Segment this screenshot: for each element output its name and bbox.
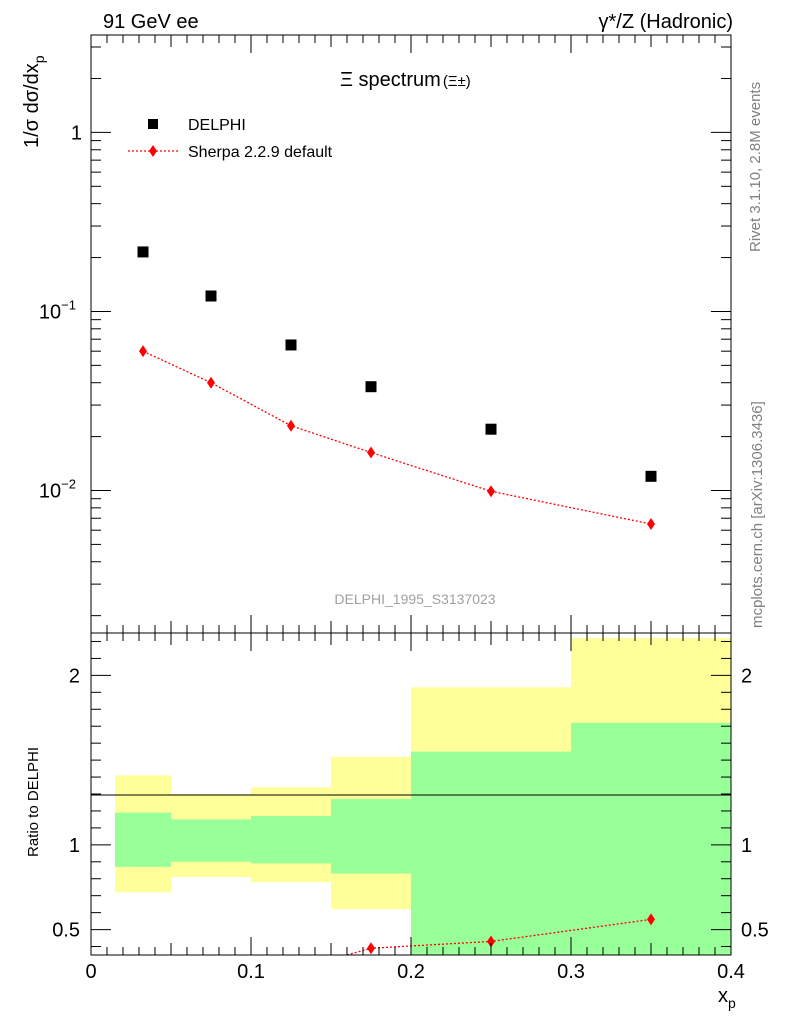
chart-title-main: Ξ spectrum [340,69,441,91]
ratio-x-tick-labels: 0 0.1 0.2 0.3 0.4 [85,961,744,983]
x-label-subscript: p [728,995,736,1011]
sherpa-data-point [139,345,147,358]
mcplots-source-label: mcplots.cern.ch [arXiv:1306.3436] [749,401,766,628]
ratio-inner-band [411,751,571,955]
ratio-inner-band [331,799,411,874]
delphi-data-point [285,339,297,351]
main-y-tick-labels: 110−110−2 [39,122,82,502]
header-right-label: γ*/Z (Hadronic) [599,11,733,33]
x-tick-label: 0.1 [237,961,265,983]
ratio-sherpa-point [647,913,655,926]
analysis-watermark: DELPHI_1995_S3137023 [334,591,495,607]
sherpa-line [142,350,652,525]
main-axis-ticks [90,35,732,633]
ratio-y-axis-label: Ratio to DELPHI [25,747,42,857]
x-tick-label: 0.3 [557,961,585,983]
x-tick-label: 0.4 [717,961,745,983]
legend-delphi-marker [148,119,158,129]
legend-sherpa-marker [149,145,157,157]
ratio-axis-ticks [90,633,732,955]
main-y-axis-label: 1/σ dσ/dxp [21,55,47,148]
legend: DELPHI Sherpa 2.2.9 default [128,117,333,161]
sherpa-data-point [487,485,495,498]
main-series-layer [137,246,657,530]
delphi-data-point [137,246,149,258]
x-label-text: x [718,985,728,1007]
ratio-sherpa-point [487,935,495,948]
ratio-sherpa-line [346,918,652,956]
ratio-inner-band [171,819,251,862]
chart-title: Ξ spectrum (Ξ±) [340,69,471,91]
main-y-tick-exponent: −2 [61,477,76,492]
header-left-label: 91 GeV ee [103,11,199,33]
x-axis-label: xp [718,985,736,1011]
main-panel: 110−110−2 1/σ dσ/dxp Ξ spectrum (Ξ±) DELP… [21,34,732,634]
legend-sherpa-label: Sherpa 2.2.9 default [188,144,333,161]
main-y-tick-exponent: −1 [61,297,76,312]
ratio-inner-band [115,812,171,867]
main-y-tick-label: 10−2 [39,477,76,503]
ratio-y-tick-label-right: 2 [741,665,752,687]
ratio-y-tick-label-right: 0.5 [741,920,769,942]
delphi-data-point [365,381,377,393]
main-y-tick-base: 10 [39,301,61,323]
sherpa-data-point [287,419,295,432]
ratio-inner-band [251,816,331,864]
x-tick-label: 0 [85,961,96,983]
chart-title-suffix: (Ξ±) [443,73,471,90]
delphi-data-point [205,290,217,302]
ratio-sherpa-point [367,942,375,955]
sherpa-data-point [207,376,215,389]
main-y-tick-label: 10−1 [39,297,76,323]
main-panel-frame [90,34,732,634]
ratio-series-layer [346,913,655,956]
rivet-version-label: Rivet 3.1.10, 2.8M events [747,82,764,252]
delphi-data-point [485,423,497,435]
ratio-panel: 0.5 0.5 1 1 2 2 0 0.1 0.2 0.3 0.4 Ratio to DELPHI… [25,632,769,1011]
ratio-y-tick-label-right: 1 [741,835,752,857]
main-y-tick-label: 1 [71,122,82,144]
sherpa-data-point [647,517,655,530]
delphi-data-point [645,470,657,482]
ratio-bands-layer [115,638,731,955]
sherpa-data-point [367,446,375,459]
x-tick-label: 0.2 [397,961,425,983]
y-label-subscript: p [31,55,47,63]
ratio-y-tick-label: 1 [69,835,80,857]
y-label-text: 1/σ dσ/dx [21,63,43,148]
ratio-y-tick-labels: 0.5 0.5 1 1 2 2 [52,665,769,941]
ratio-y-tick-label: 0.5 [52,920,80,942]
main-y-tick-base: 10 [39,481,61,503]
legend-delphi-label: DELPHI [188,117,246,134]
ratio-y-tick-label: 2 [69,665,80,687]
